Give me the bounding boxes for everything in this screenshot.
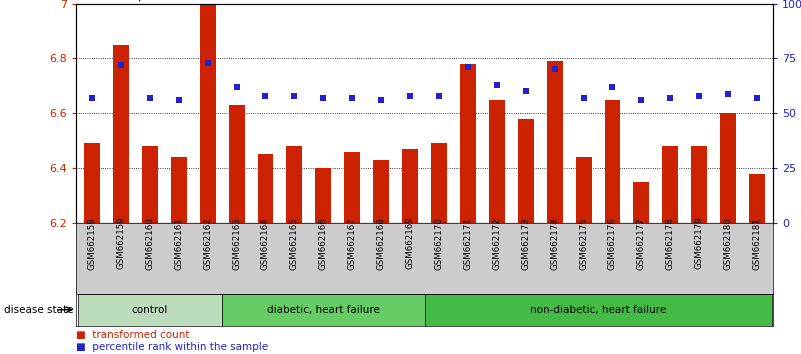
Bar (517, 119, 533, 354)
Point (201, 60, 214, 65)
Point (578, 95, 590, 101)
Bar (287, 146, 302, 354)
Bar (402, 149, 418, 354)
Bar (171, 157, 187, 354)
Bar (749, 174, 765, 354)
Text: ■  percentile rank within the sample: ■ percentile rank within the sample (76, 342, 268, 352)
Point (693, 93, 706, 98)
Point (86, 95, 99, 101)
Point (143, 95, 156, 101)
Bar (228, 105, 244, 354)
Text: control: control (131, 305, 168, 315)
Bar (344, 152, 360, 354)
Text: non-diabetic, heart failure: non-diabetic, heart failure (530, 305, 666, 315)
Bar (691, 146, 707, 354)
Bar (634, 182, 650, 354)
Point (548, 67, 561, 72)
Bar (84, 143, 100, 354)
Point (172, 97, 185, 103)
Point (664, 95, 677, 101)
Point (606, 84, 619, 90)
Bar (258, 154, 273, 354)
Text: diabetic, heart failure: diabetic, heart failure (267, 305, 380, 315)
Point (259, 93, 272, 98)
Bar (605, 99, 621, 354)
Point (490, 82, 503, 87)
Point (346, 95, 359, 101)
Point (288, 93, 301, 98)
Point (461, 64, 474, 70)
Bar (316, 168, 332, 354)
Point (722, 91, 735, 96)
Bar (425, 294, 771, 326)
Point (317, 95, 330, 101)
Bar (547, 61, 562, 354)
Bar (142, 146, 158, 354)
Text: ■  transformed count: ■ transformed count (76, 330, 190, 339)
Text: GDS4314 / 7952132: GDS4314 / 7952132 (76, 0, 203, 2)
Point (375, 97, 388, 103)
Bar (78, 294, 222, 326)
Bar (662, 146, 678, 354)
Bar (222, 294, 425, 326)
Bar (113, 45, 129, 354)
Text: disease state: disease state (4, 305, 74, 315)
Point (751, 95, 763, 101)
Point (519, 88, 532, 94)
Bar (199, 4, 215, 354)
Bar (431, 143, 447, 354)
Point (404, 93, 417, 98)
Bar (720, 113, 736, 354)
Bar (373, 160, 389, 354)
Point (433, 93, 445, 98)
Bar (576, 157, 591, 354)
Point (635, 97, 648, 103)
Bar (489, 99, 505, 354)
Point (230, 84, 243, 90)
Bar (460, 64, 476, 354)
Point (115, 62, 127, 68)
